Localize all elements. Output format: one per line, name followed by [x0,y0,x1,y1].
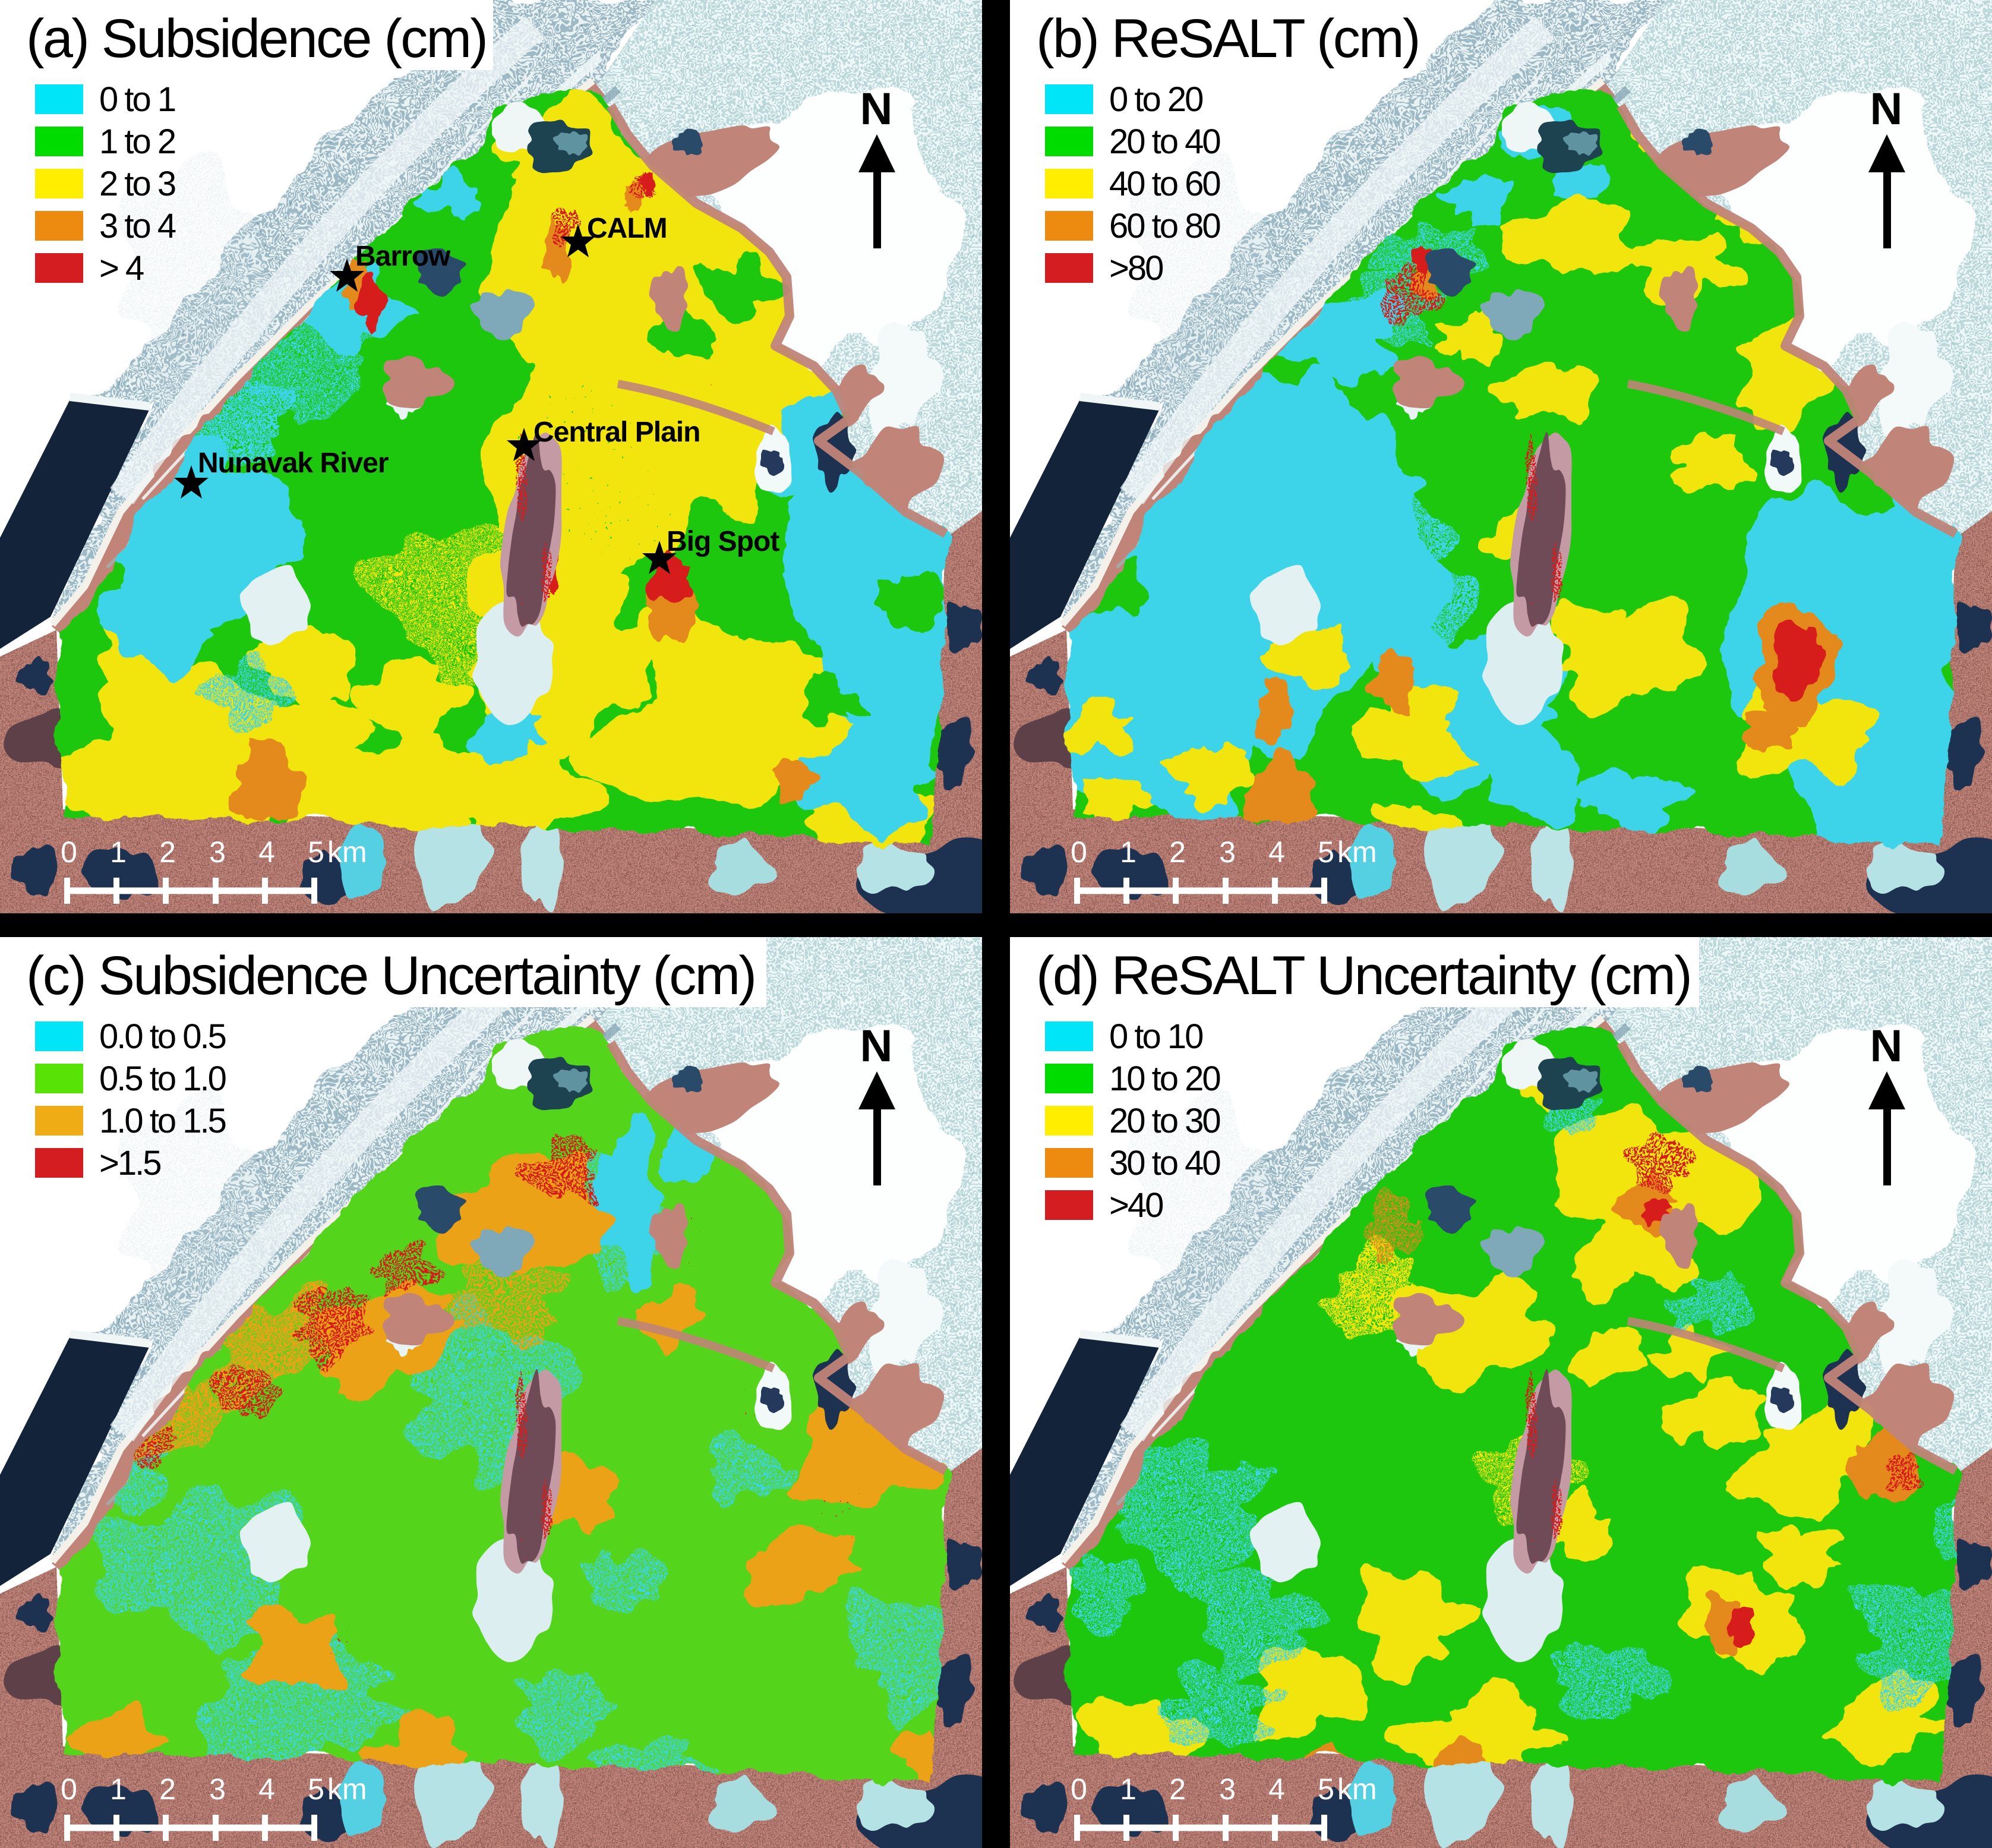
svg-text:1 to 2: 1 to 2 [99,122,175,161]
svg-text:2 to 3: 2 to 3 [99,165,175,203]
svg-text:3: 3 [209,1773,226,1806]
svg-text:5: 5 [1318,1773,1334,1806]
svg-text:4: 4 [1268,835,1285,869]
svg-text:1: 1 [110,835,127,869]
svg-text:N: N [860,84,893,134]
svg-text:km: km [1337,835,1377,869]
svg-text:0.5 to 1.0: 0.5 to 1.0 [99,1059,226,1098]
svg-text:4: 4 [1268,1773,1285,1806]
svg-text:(b) ReSALT (cm): (b) ReSALT (cm) [1036,8,1419,69]
svg-text:2: 2 [159,1773,176,1806]
svg-text:(d) ReSALT Uncertainty (cm): (d) ReSALT Uncertainty (cm) [1036,945,1691,1006]
svg-text:>1.5: >1.5 [99,1144,160,1182]
svg-text:0 to 1: 0 to 1 [99,80,175,119]
svg-text:> 4: > 4 [99,249,144,288]
svg-text:4: 4 [258,835,275,869]
svg-text:Barrow: Barrow [355,241,451,272]
svg-text:km: km [327,835,367,869]
svg-text:>80: >80 [1109,249,1163,288]
svg-text:0: 0 [1071,835,1087,869]
svg-text:30 to 40: 30 to 40 [1109,1144,1220,1182]
svg-text:Big Spot: Big Spot [667,526,779,557]
svg-text:20 to 30: 20 to 30 [1109,1102,1220,1140]
svg-text:4: 4 [258,1773,275,1806]
svg-text:2: 2 [1169,1773,1186,1806]
svg-text:5: 5 [1318,835,1334,869]
svg-text:N: N [860,1021,893,1071]
svg-text:Nunavak River: Nunavak River [198,447,389,479]
svg-text:0.0 to 0.5: 0.0 to 0.5 [99,1017,226,1056]
svg-text:>40: >40 [1109,1186,1163,1225]
svg-text:3: 3 [1219,1773,1236,1806]
svg-text:1: 1 [1120,835,1137,869]
svg-text:CALM: CALM [587,213,667,244]
svg-text:20 to 40: 20 to 40 [1109,122,1220,161]
svg-text:1.0 to 1.5: 1.0 to 1.5 [99,1102,226,1140]
svg-text:3: 3 [1219,835,1236,869]
svg-text:3 to 4: 3 to 4 [99,207,176,245]
svg-text:60 to 80: 60 to 80 [1109,207,1220,245]
svg-text:40 to 60: 40 to 60 [1109,165,1220,203]
svg-text:0 to 10: 0 to 10 [1109,1017,1202,1056]
svg-text:2: 2 [1169,835,1186,869]
svg-text:Central Plain: Central Plain [533,417,700,448]
svg-text:0: 0 [61,1773,77,1806]
svg-text:3: 3 [209,835,226,869]
svg-text:10 to 20: 10 to 20 [1109,1059,1220,1098]
svg-text:5: 5 [308,1773,324,1806]
svg-text:km: km [327,1773,367,1806]
svg-text:0: 0 [1071,1773,1087,1806]
svg-text:N: N [1870,84,1903,134]
svg-text:1: 1 [1120,1773,1137,1806]
svg-text:0: 0 [61,835,77,869]
svg-text:2: 2 [159,835,176,869]
svg-text:N: N [1870,1021,1903,1071]
svg-text:0 to 20: 0 to 20 [1109,80,1202,119]
svg-text:5: 5 [308,835,324,869]
svg-text:(a) Subsidence (cm): (a) Subsidence (cm) [26,8,487,69]
svg-text:km: km [1337,1773,1377,1806]
svg-text:(c) Subsidence Uncertainty (cm: (c) Subsidence Uncertainty (cm) [26,945,755,1006]
svg-text:1: 1 [110,1773,127,1806]
